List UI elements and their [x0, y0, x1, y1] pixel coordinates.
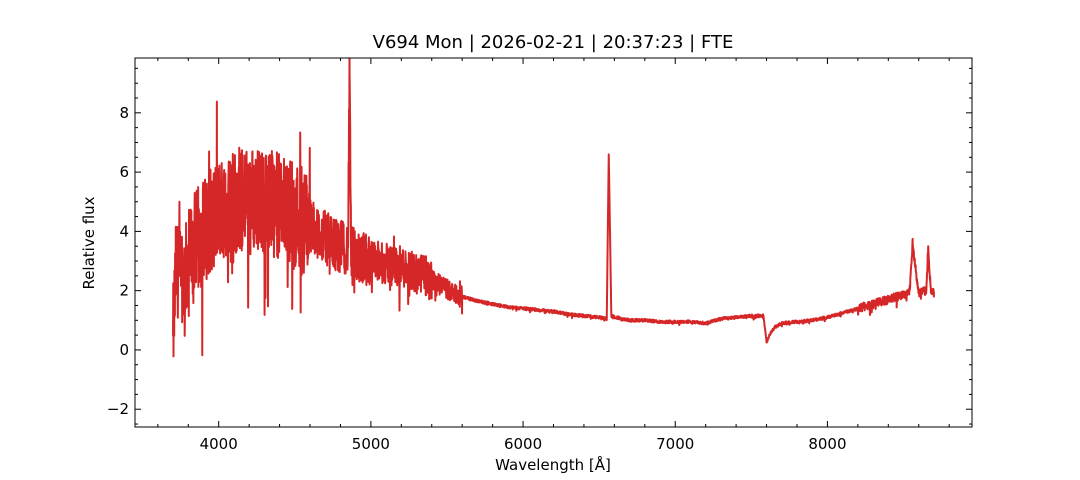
y-tick-label: −2 [107, 400, 129, 418]
x-tick-label: 6000 [504, 435, 542, 453]
y-tick-label: 0 [119, 341, 129, 359]
y-tick-label: 8 [119, 104, 129, 122]
x-axis: 4000 5000 6000 7000 8000 [157, 58, 950, 453]
spectrum-series-line [172, 58, 935, 358]
chart-title: V694 Mon | 2026-02-21 | 20:37:23 | FTE [373, 32, 734, 53]
x-tick-label: 7000 [656, 435, 694, 453]
y-tick-label: 6 [119, 163, 129, 181]
x-axis-label: Wavelength [Å] [495, 455, 611, 474]
y-axis: −2 0 2 4 6 8 [107, 67, 972, 425]
y-tick-label: 2 [119, 282, 129, 300]
x-tick-label: 5000 [352, 435, 390, 453]
series-layer [172, 58, 935, 358]
y-tick-label: 4 [119, 222, 129, 240]
x-tick-label: 8000 [808, 435, 846, 453]
x-tick-label: 4000 [200, 435, 238, 453]
y-axis-label: Relative flux [80, 196, 98, 289]
plot-area: 4000 5000 6000 7000 8000 −2 0 2 4 6 8 [107, 57, 973, 453]
